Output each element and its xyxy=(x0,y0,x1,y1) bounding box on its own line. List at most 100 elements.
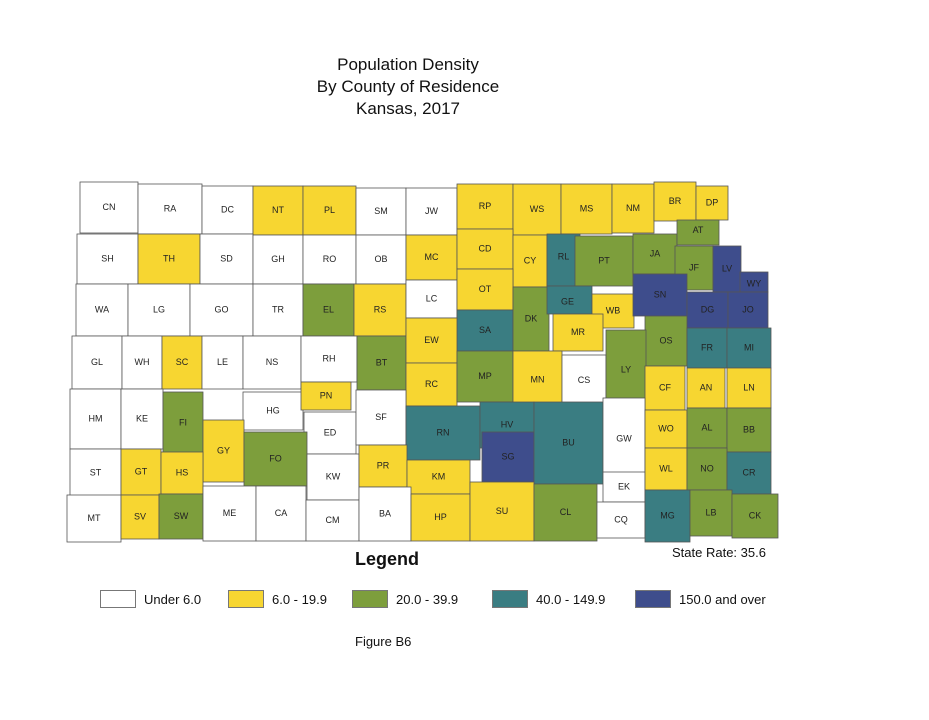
county-pr xyxy=(358,444,408,488)
county-label-hs: HS xyxy=(176,467,189,477)
legend-label: 40.0 - 149.9 xyxy=(536,592,606,607)
county-bb xyxy=(726,407,772,453)
county-ek xyxy=(602,471,646,503)
county-label-ca: CA xyxy=(275,508,288,518)
county-mr xyxy=(552,313,604,352)
county-jo xyxy=(727,291,769,329)
county-label-cq: CQ xyxy=(614,514,628,524)
county-gl xyxy=(71,335,123,390)
county-label-cy: CY xyxy=(524,255,537,265)
county-label-gy: GY xyxy=(217,445,230,455)
county-label-wo: WO xyxy=(658,423,674,433)
county-label-ws: WS xyxy=(530,204,545,214)
county-label-dp: DP xyxy=(706,197,719,207)
county-label-sf: SF xyxy=(375,412,387,422)
county-label-sc: SC xyxy=(176,357,189,367)
county-mt xyxy=(66,494,122,543)
county-kw xyxy=(306,453,360,501)
county-label-ln: LN xyxy=(743,382,755,392)
county-th xyxy=(137,233,201,285)
county-label-ba: BA xyxy=(379,508,391,518)
legend-label: 20.0 - 39.9 xyxy=(396,592,459,607)
county-label-fi: FI xyxy=(179,417,187,427)
county-at xyxy=(676,219,720,246)
county-label-cl: CL xyxy=(560,507,572,517)
county-lc xyxy=(405,279,458,319)
county-cn xyxy=(79,181,139,234)
county-label-an: AN xyxy=(700,382,713,392)
county-lv xyxy=(712,245,742,293)
county-sc xyxy=(161,335,203,390)
county-rs xyxy=(353,283,407,337)
county-mi xyxy=(726,327,772,369)
county-fr xyxy=(686,327,728,369)
county-label-tr: TR xyxy=(272,304,284,314)
state-rate: State Rate: 35.6 xyxy=(672,545,766,560)
county-label-os: OS xyxy=(659,335,672,345)
county-tr xyxy=(252,283,304,337)
county-fi xyxy=(162,391,204,455)
county-le xyxy=(201,335,244,390)
county-rn xyxy=(405,405,481,461)
county-label-ro: RO xyxy=(323,254,337,264)
county-label-fr: FR xyxy=(701,342,713,352)
county-cl xyxy=(533,483,598,542)
county-label-mt: MT xyxy=(88,513,101,523)
county-gt xyxy=(120,448,162,496)
county-label-su: SU xyxy=(496,506,509,516)
title-line-1: Population Density xyxy=(337,55,479,74)
legend-swatch xyxy=(492,590,528,608)
county-hp xyxy=(410,493,471,542)
legend: Under 6.0 6.0 - 19.9 20.0 - 39.9 40.0 - … xyxy=(100,590,800,612)
county-ws xyxy=(512,183,562,236)
county-sd xyxy=(199,233,254,285)
county-label-ed: ED xyxy=(324,427,337,437)
county-al xyxy=(686,407,728,449)
figure-caption: Figure B6 xyxy=(355,634,412,649)
county-label-pl: PL xyxy=(324,205,335,215)
county-cr xyxy=(726,451,772,495)
county-label-rc: RC xyxy=(425,379,438,389)
county-label-pn: PN xyxy=(320,390,333,400)
county-mg xyxy=(644,489,691,543)
county-st xyxy=(69,448,122,498)
county-label-bt: BT xyxy=(376,357,388,367)
county-gh xyxy=(252,234,304,285)
county-pl xyxy=(302,185,357,236)
county-label-sn: SN xyxy=(654,289,667,299)
county-label-al: AL xyxy=(701,422,712,432)
county-label-jf: JF xyxy=(689,262,700,272)
county-mp xyxy=(456,350,514,403)
county-label-sa: SA xyxy=(479,325,491,335)
county-cy xyxy=(512,234,548,288)
county-label-st: ST xyxy=(90,467,102,477)
county-label-hm: HM xyxy=(89,413,103,423)
county-label-ja: JA xyxy=(650,248,661,258)
county-label-dc: DC xyxy=(221,204,234,214)
county-label-sd: SD xyxy=(220,253,233,263)
county-label-fo: FO xyxy=(269,453,282,463)
county-label-lg: LG xyxy=(153,304,165,314)
county-label-ge: GE xyxy=(561,296,574,306)
county-label-th: TH xyxy=(163,253,175,263)
legend-label: Under 6.0 xyxy=(144,592,202,607)
county-me xyxy=(202,485,257,542)
county-fo xyxy=(243,431,308,487)
county-label-cf: CF xyxy=(659,382,671,392)
county-label-sv: SV xyxy=(134,511,146,521)
county-ba xyxy=(358,486,412,542)
county-label-ly: LY xyxy=(621,364,631,374)
county-label-kw: KW xyxy=(326,471,341,481)
county-hg xyxy=(242,391,304,431)
county-label-rs: RS xyxy=(374,304,387,314)
county-label-pt: PT xyxy=(598,255,610,265)
county-label-ot: OT xyxy=(479,284,492,294)
county-label-cd: CD xyxy=(479,243,492,253)
county-mn xyxy=(512,350,563,410)
county-label-wa: WA xyxy=(95,304,109,314)
county-km xyxy=(406,459,471,495)
county-nt xyxy=(252,185,304,236)
legend-swatch xyxy=(228,590,264,608)
county-label-hv: HV xyxy=(501,419,514,429)
county-lb xyxy=(689,489,733,537)
